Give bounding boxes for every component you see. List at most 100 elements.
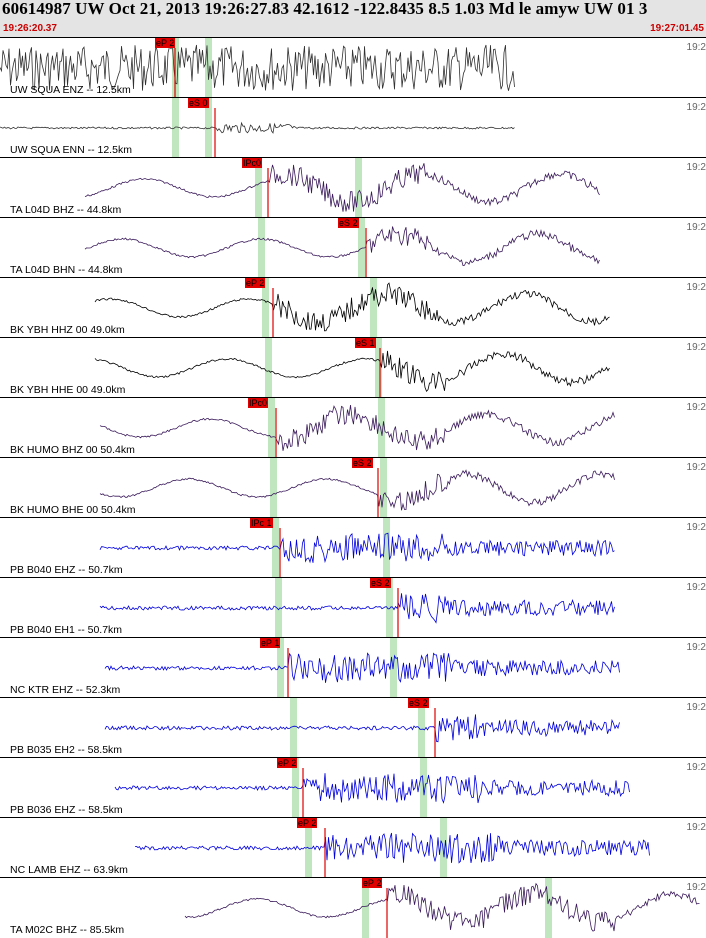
phase-pick-label[interactable]: eP 2 xyxy=(245,278,266,288)
phase-window xyxy=(378,398,385,458)
waveform-plot xyxy=(135,818,650,878)
phase-window xyxy=(265,338,272,398)
trace-label: TA M02C BHZ -- 85.5km xyxy=(10,924,125,936)
trace-panel[interactable]: eP 1 NC KTR EHZ -- 52.3km 19:2 xyxy=(0,637,706,698)
phase-window xyxy=(290,698,297,758)
trace-time-label: 19:2 xyxy=(686,402,706,413)
waveform-plot xyxy=(99,458,615,518)
phase-window xyxy=(418,698,425,758)
phase-pick-label[interactable]: eP 2 xyxy=(362,878,383,888)
trace-label: BK YBH HHE 00 49.0km xyxy=(10,384,126,396)
trace-panel[interactable]: eP 2 UW SQUA ENZ -- 12.5km 19:2 xyxy=(0,37,706,98)
phase-pick-label[interactable]: IPc 1 xyxy=(250,518,273,528)
trace-label: TA L04D BHZ -- 44.8km xyxy=(10,204,122,216)
trace-time-label: 19:2 xyxy=(686,222,706,233)
trace-label: TA L04D BHN -- 44.8km xyxy=(10,264,123,276)
phase-window xyxy=(362,878,369,938)
waveform-plot xyxy=(0,98,515,158)
waveform-plot xyxy=(94,338,610,398)
phase-pick-label[interactable]: eS 2 xyxy=(408,698,429,708)
trace-panel[interactable]: eS 0 UW SQUA ENN -- 12.5km 19:2 xyxy=(0,97,706,158)
phase-window xyxy=(386,578,393,638)
phase-pick-label[interactable]: eP 2 xyxy=(155,38,176,48)
waveform-trace xyxy=(94,282,610,332)
phase-pick-label[interactable]: eS 2 xyxy=(370,578,391,588)
waveform-plot xyxy=(99,398,615,458)
trace-time-label: 19:2 xyxy=(686,582,706,593)
trace-panel[interactable]: eP 2 BK YBH HHZ 00 49.0km 19:2 xyxy=(0,277,706,338)
trace-panel[interactable]: eS 2 PB B040 EH1 -- 50.7km 19:2 xyxy=(0,577,706,638)
waveform-plot xyxy=(94,278,610,338)
waveform-trace xyxy=(135,832,650,864)
waveform-plot xyxy=(104,638,620,698)
trace-panel[interactable]: IPc0 TA L04D BHZ -- 44.8km 19:2 xyxy=(0,157,706,218)
phase-window xyxy=(205,38,212,98)
phase-window xyxy=(172,98,179,158)
trace-label: NC KTR EHZ -- 52.3km xyxy=(10,684,121,696)
phase-window xyxy=(440,818,447,878)
trace-panel[interactable]: eS 2 TA L04D BHN -- 44.8km 19:2 xyxy=(0,217,706,278)
trace-panel[interactable]: eP 2 PB B036 EHZ -- 58.5km 19:2 xyxy=(0,757,706,818)
trace-panel[interactable]: IPc 1 PB B040 EHZ -- 50.7km 19:2 xyxy=(0,517,706,578)
phase-window xyxy=(370,278,377,338)
waveform-trace xyxy=(0,44,515,91)
phase-window xyxy=(268,398,275,458)
event-header: 60614987 UW Oct 21, 2013 19:26:27.83 42.… xyxy=(0,0,706,37)
trace-label: UW SQUA ENZ -- 12.5km xyxy=(10,84,131,96)
event-title: 60614987 UW Oct 21, 2013 19:26:27.83 42.… xyxy=(2,0,648,18)
trace-label: PB B040 EH1 -- 50.7km xyxy=(10,624,123,636)
waveform-trace xyxy=(0,121,515,134)
trace-label: PB B036 EHZ -- 58.5km xyxy=(10,804,123,816)
start-time: 19:26:20.37 xyxy=(3,23,57,34)
trace-time-label: 19:2 xyxy=(686,882,706,893)
waveform-plot xyxy=(114,758,630,818)
waveform-trace xyxy=(99,469,615,511)
phase-pick-label[interactable]: eP 2 xyxy=(297,818,318,828)
phase-window xyxy=(258,218,265,278)
phase-pick-label[interactable]: eS 2 xyxy=(352,458,373,468)
trace-panel[interactable]: eS 1 BK YBH HHE 00 49.0km 19:2 xyxy=(0,337,706,398)
phase-window xyxy=(275,578,282,638)
phase-pick-label[interactable]: eS 0 xyxy=(188,98,209,108)
phase-window xyxy=(545,878,552,938)
phase-pick-label[interactable]: eP 1 xyxy=(260,638,281,648)
trace-time-label: 19:2 xyxy=(686,102,706,113)
trace-label: PB B035 EH2 -- 58.5km xyxy=(10,744,123,756)
waveform-trace xyxy=(104,714,620,743)
phase-window xyxy=(272,518,279,578)
waveform-plot xyxy=(84,218,600,278)
waveform-trace xyxy=(84,226,600,266)
phase-window xyxy=(270,458,277,518)
waveform-trace xyxy=(104,652,620,683)
trace-panel[interactable]: IPc0 BK HUMO BHZ 00 50.4km 19:2 xyxy=(0,397,706,458)
trace-panel[interactable]: eP 2 TA M02C BHZ -- 85.5km 19:2 xyxy=(0,877,706,938)
trace-time-label: 19:2 xyxy=(686,282,706,293)
waveform-plot xyxy=(99,518,615,578)
phase-pick-label[interactable]: IPc0 xyxy=(242,158,263,168)
waveform-plot xyxy=(184,878,700,938)
phase-pick-label[interactable]: IPc0 xyxy=(248,398,269,408)
phase-window xyxy=(355,158,362,218)
phase-window xyxy=(380,458,387,518)
waveform-trace xyxy=(94,350,610,393)
trace-panel[interactable]: eP 2 NC LAMB EHZ -- 63.9km 19:2 xyxy=(0,817,706,878)
trace-panel[interactable]: eS 2 BK HUMO BHE 00 50.4km 19:2 xyxy=(0,457,706,518)
trace-time-label: 19:2 xyxy=(686,822,706,833)
waveform-trace xyxy=(99,532,615,564)
trace-time-label: 19:2 xyxy=(686,162,706,173)
waveform-trace xyxy=(99,593,615,624)
waveform-plot xyxy=(84,158,600,218)
trace-panel[interactable]: eS 2 PB B035 EH2 -- 58.5km 19:2 xyxy=(0,697,706,758)
phase-window xyxy=(262,278,269,338)
waveform-plot xyxy=(104,698,620,758)
phase-pick-label[interactable]: eS 1 xyxy=(355,338,376,348)
phase-pick-label[interactable]: eP 2 xyxy=(277,758,298,768)
phase-window xyxy=(375,338,382,398)
phase-pick-label[interactable]: eS 2 xyxy=(338,218,359,228)
trace-time-label: 19:2 xyxy=(686,762,706,773)
trace-label: BK HUMO BHE 00 50.4km xyxy=(10,504,136,516)
trace-label: NC LAMB EHZ -- 63.9km xyxy=(10,864,128,876)
trace-time-label: 19:2 xyxy=(686,642,706,653)
trace-stack: eP 2 UW SQUA ENZ -- 12.5km 19:2 eS 0 UW SQUA… xyxy=(0,37,706,938)
trace-time-label: 19:2 xyxy=(686,42,706,53)
